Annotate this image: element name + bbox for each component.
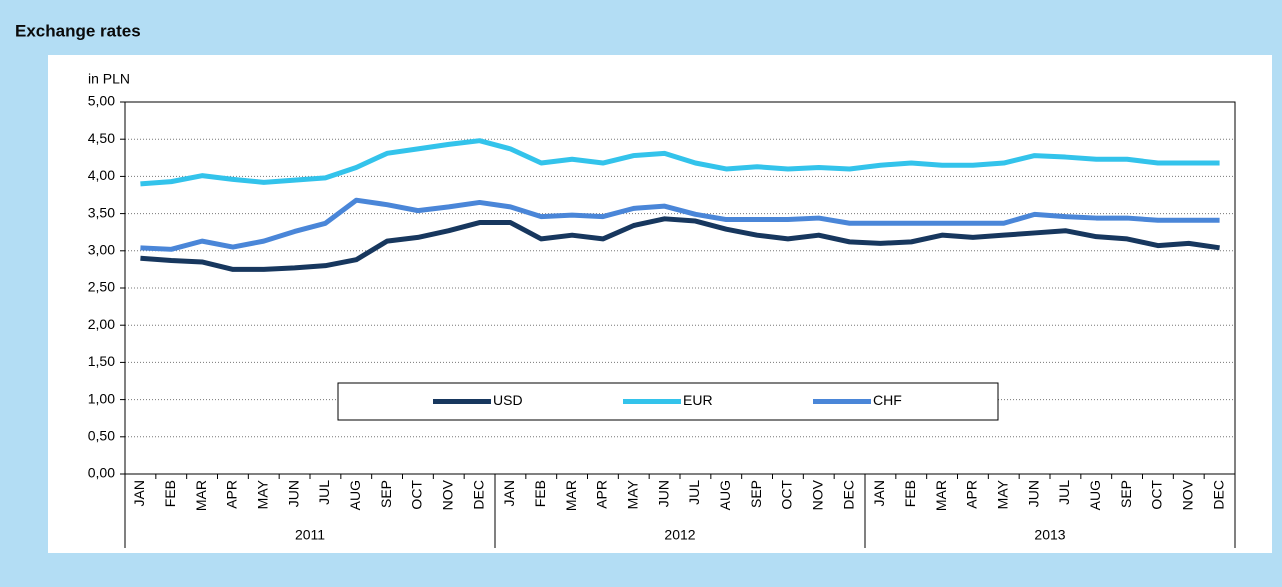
y-tick-label: 0,00: [88, 465, 115, 481]
x-tick-label: MAR: [563, 480, 579, 511]
x-tick-label: NOV: [1179, 479, 1195, 510]
x-tick-label: SEP: [378, 480, 394, 508]
x-tick-label: JAN: [131, 480, 147, 506]
y-axis-label: in PLN: [88, 71, 130, 87]
x-tick-label: JUL: [686, 480, 702, 505]
year-label: 2013: [1034, 527, 1065, 543]
y-tick-label: 3,50: [88, 204, 115, 220]
x-tick-label: FEB: [162, 480, 178, 507]
y-tick-label: 4,50: [88, 130, 115, 146]
x-tick-label: OCT: [409, 480, 425, 510]
x-tick-label: JAN: [871, 480, 887, 506]
x-tick-label: AUG: [717, 480, 733, 510]
y-tick-label: 2,00: [88, 316, 115, 332]
x-tick-label: MAY: [254, 479, 270, 509]
x-tick-label: AUG: [1087, 480, 1103, 510]
y-tick-label: 0,50: [88, 428, 115, 444]
x-tick-label: MAR: [193, 480, 209, 511]
legend-label: USD: [493, 392, 523, 408]
y-tick-label: 2,50: [88, 279, 115, 295]
x-tick-label: JUL: [316, 480, 332, 505]
x-tick-label: MAY: [624, 479, 640, 509]
series-line: [140, 197, 1220, 252]
plot-panel: [48, 55, 1272, 553]
x-tick-label: FEB: [902, 480, 918, 507]
x-tick-label: APR: [594, 480, 610, 509]
x-tick-label: SEP: [1118, 480, 1134, 508]
x-tick-label: OCT: [1149, 480, 1165, 510]
x-tick-label: JUN: [655, 480, 671, 507]
chart-title: Exchange rates: [15, 21, 141, 40]
y-tick-label: 5,00: [88, 93, 115, 109]
legend-label: EUR: [683, 392, 713, 408]
x-tick-label: APR: [964, 480, 980, 509]
x-tick-label: NOV: [809, 479, 825, 510]
x-tick-label: DEC: [1210, 480, 1226, 510]
y-tick-label: 1,50: [88, 353, 115, 369]
y-tick-label: 1,00: [88, 390, 115, 406]
x-tick-label: JUN: [1025, 480, 1041, 507]
x-tick-label: FEB: [532, 480, 548, 507]
y-tick-label: 3,00: [88, 242, 115, 258]
x-tick-label: OCT: [779, 480, 795, 510]
x-tick-label: DEC: [470, 480, 486, 510]
x-tick-label: SEP: [748, 480, 764, 508]
x-tick-label: JAN: [501, 480, 517, 506]
x-tick-label: DEC: [840, 480, 856, 510]
series-line: [140, 216, 1220, 272]
x-tick-label: MAR: [933, 480, 949, 511]
x-tick-label: JUL: [1056, 480, 1072, 505]
x-tick-label: NOV: [439, 479, 455, 510]
x-tick-label: JUN: [285, 480, 301, 507]
legend-label: CHF: [873, 392, 902, 408]
y-tick-label: 4,00: [88, 167, 115, 183]
x-tick-label: MAY: [994, 479, 1010, 509]
year-label: 2012: [664, 527, 695, 543]
series-line: [140, 138, 1220, 187]
x-tick-label: AUG: [347, 480, 363, 510]
x-tick-label: APR: [224, 480, 240, 509]
year-label: 2011: [295, 527, 325, 543]
